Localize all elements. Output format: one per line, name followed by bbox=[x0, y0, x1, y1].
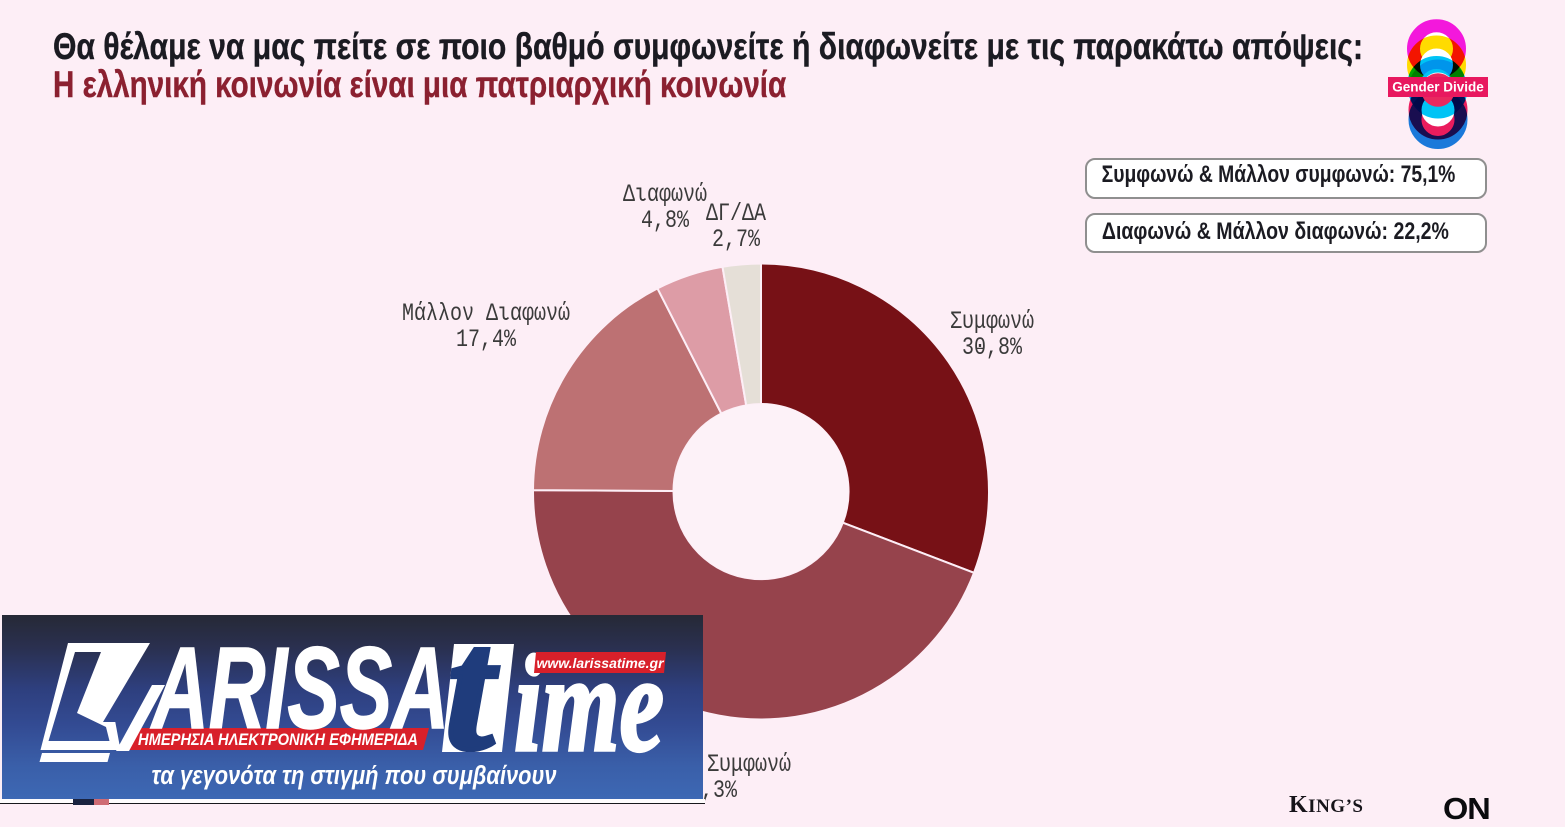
svg-text:ΗΜΕΡΗΣΙΑ ΗΛΕΚΤΡΟΝΙΚΗ ΕΦΗΜΕΡΙΔΑ: ΗΜΕΡΗΣΙΑ ΗΛΕΚΤΡΟΝΙΚΗ ΕΦΗΜΕΡΙΔΑ bbox=[138, 730, 418, 749]
svg-text:www.larissatime.gr: www.larissatime.gr bbox=[536, 655, 665, 671]
svg-text:τα γεγονότα τη στιγμή που συμβ: τα γεγονότα τη στιγμή που συμβαίνουν bbox=[152, 760, 557, 790]
svg-text:Gender Divide: Gender Divide bbox=[1392, 80, 1484, 95]
svg-text:t: t bbox=[445, 615, 498, 786]
svg-text:ARISSA: ARISSA bbox=[150, 623, 449, 753]
svg-text:ime: ime bbox=[514, 629, 664, 781]
